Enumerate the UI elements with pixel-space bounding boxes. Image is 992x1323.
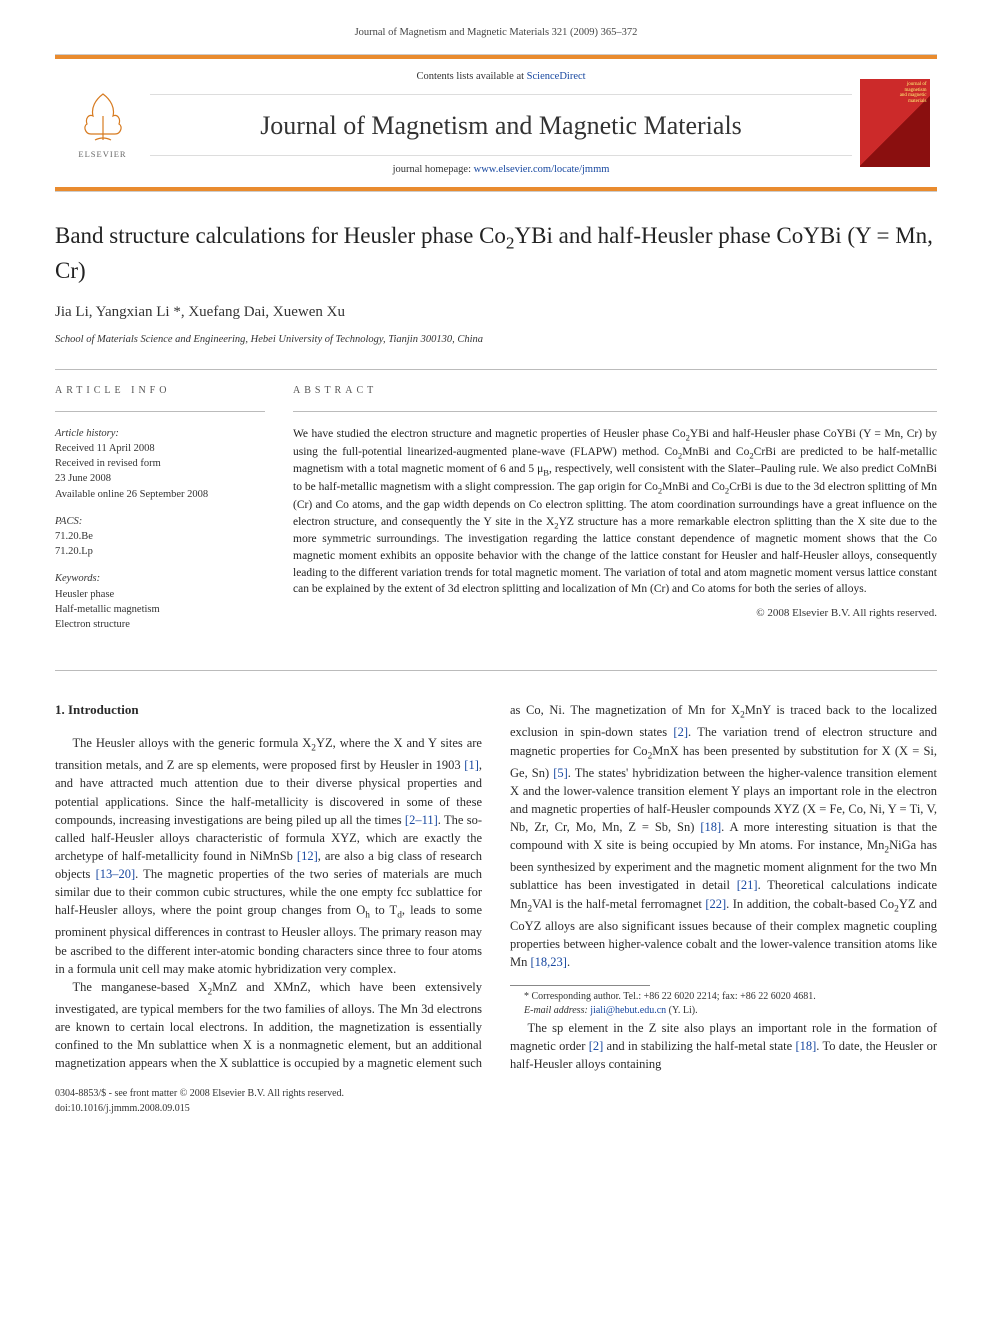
divider [55,369,937,370]
history-line: Received 11 April 2008 [55,441,265,456]
pacs-label: PACS: [55,514,265,529]
divider [55,670,937,671]
article-info-column: article info Article history: Received 1… [55,384,265,644]
history-line: 23 June 2008 [55,471,265,486]
abstract-text: We have studied the electron structure a… [293,426,937,598]
email-who: (Y. Li). [666,1005,697,1016]
author-email-link[interactable]: jiali@hebut.edu.cn [590,1005,666,1016]
footnote-rule [510,985,650,986]
elsevier-name: ELSEVIER [78,148,126,160]
email-note: E-mail address: jiali@hebut.edu.cn (Y. L… [510,1004,937,1019]
history-line: Received in revised form [55,456,265,471]
elsevier-tree-icon [73,86,133,146]
journal-masthead: ELSEVIER Contents lists available at Sci… [55,54,937,192]
divider [293,411,937,412]
body-paragraph: The sp element in the Z site also plays … [510,1019,937,1073]
running-header: Journal of Magnetism and Magnetic Materi… [55,25,937,40]
keywords-block: Keywords: Heusler phase Half-metallic ma… [55,571,265,632]
keyword: Half-metallic magnetism [55,602,265,617]
keyword: Heusler phase [55,587,265,602]
abstract-copyright: © 2008 Elsevier B.V. All rights reserved… [293,606,937,622]
pacs-block: PACS: 71.20.Be 71.20.Lp [55,514,265,560]
section-heading-intro: 1. Introduction [55,701,482,720]
journal-homepage-line: journal homepage: www.elsevier.com/locat… [150,155,852,181]
homepage-pre: journal homepage: [393,164,474,175]
orange-rule-bottom [55,187,937,191]
abstract-label: abstract [293,384,937,399]
affiliation: School of Materials Science and Engineer… [55,332,937,347]
journal-cover: journal of magnetism and magnetic materi… [852,59,937,187]
pacs-line: 71.20.Lp [55,544,265,559]
cover-label: journal of magnetism and magnetic materi… [897,82,927,104]
elsevier-logo: ELSEVIER [55,59,150,187]
email-label: E-mail address: [524,1005,590,1016]
corresponding-author-note: * Corresponding author. Tel.: +86 22 602… [510,990,937,1005]
history-line: Available online 26 September 2008 [55,487,265,502]
authors: Jia Li, Yangxian Li *, Xuefang Dai, Xuew… [55,302,937,324]
sciencedirect-link[interactable]: ScienceDirect [527,71,586,82]
keyword: Electron structure [55,617,265,632]
body-columns: 1. Introduction The Heusler alloys with … [55,701,937,1073]
contents-lists-line: Contents lists available at ScienceDirec… [150,65,852,95]
bottom-meta: 0304-8853/$ - see front matter © 2008 El… [55,1087,937,1116]
front-matter-line: 0304-8853/$ - see front matter © 2008 El… [55,1087,937,1102]
body-paragraph: The Heusler alloys with the generic form… [55,734,482,978]
doi-line: doi:10.1016/j.jmmm.2008.09.015 [55,1102,937,1117]
cover-box: journal of magnetism and magnetic materi… [860,79,930,167]
keywords-label: Keywords: [55,571,265,586]
journal-homepage-link[interactable]: www.elsevier.com/locate/jmmm [474,164,610,175]
article-info-label: article info [55,384,265,399]
abstract-column: abstract We have studied the electron st… [293,384,937,644]
journal-title: Journal of Magnetism and Magnetic Materi… [260,95,742,155]
article-title: Band structure calculations for Heusler … [55,220,937,286]
article-history: Article history: Received 11 April 2008 … [55,426,265,502]
pacs-line: 71.20.Be [55,529,265,544]
contents-pre: Contents lists available at [416,71,526,82]
history-label: Article history: [55,426,265,441]
divider [55,411,265,412]
